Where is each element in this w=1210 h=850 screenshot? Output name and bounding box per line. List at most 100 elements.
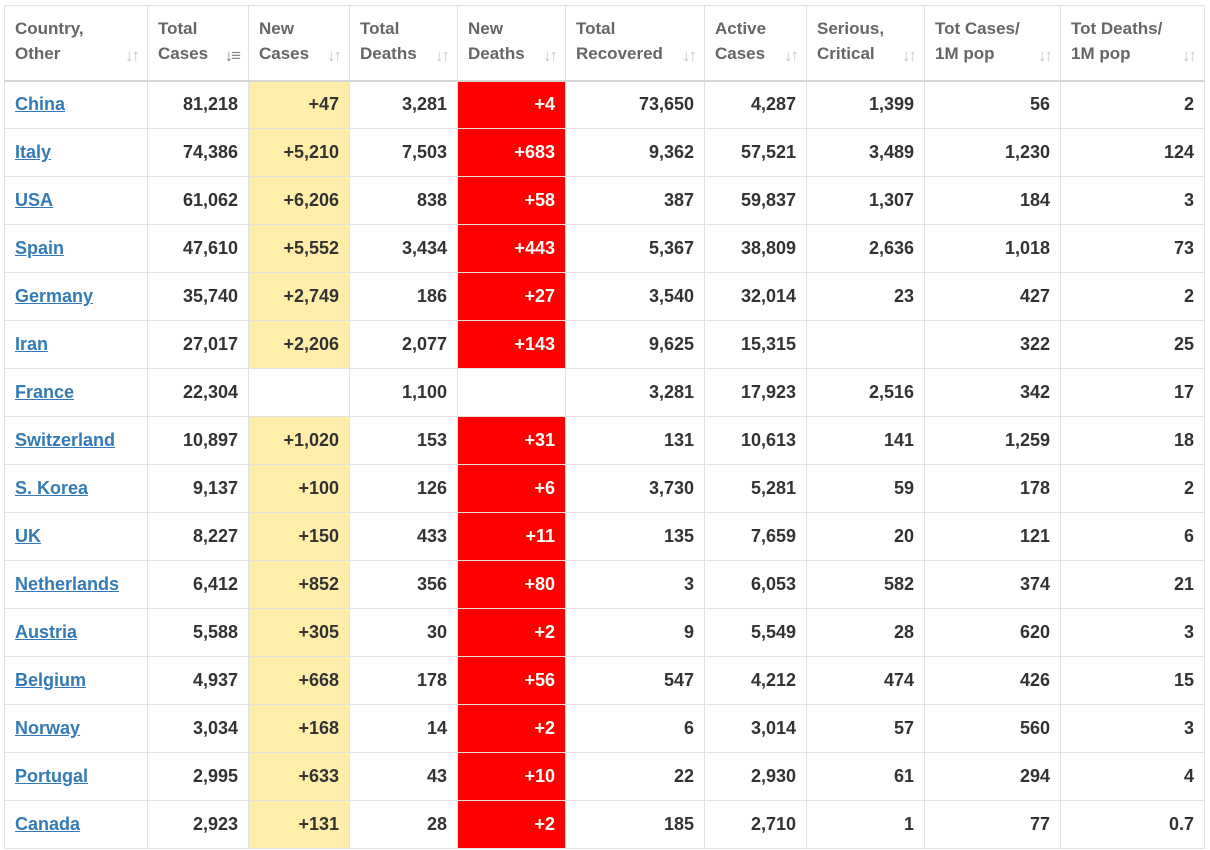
table-row: UK 8,227 +150 433 +11 135 7,659 20 121 6 [4, 512, 1205, 561]
column-header-label: Other [15, 44, 61, 63]
cell-new-deaths: +2 [457, 704, 566, 753]
country-link[interactable]: China [15, 94, 66, 115]
cell-new-deaths: +31 [457, 416, 566, 465]
country-link[interactable]: UK [15, 526, 41, 546]
country-link[interactable]: Belgium [15, 670, 87, 690]
column-header-new-cases[interactable]: New Cases ↓↑ [248, 5, 350, 82]
cell-cases-per-1m: 322 [924, 320, 1061, 369]
cell-total-deaths: 178 [349, 656, 458, 705]
cell-total-recovered: 22 [565, 752, 705, 801]
cell-deaths-per-1m: 2 [1060, 272, 1205, 321]
sort-icon[interactable]: ↓↑ [902, 46, 917, 65]
cell-active-cases: 57,521 [704, 128, 807, 177]
cell-country: Switzerland [4, 416, 148, 465]
cell-active-cases: 10,613 [704, 416, 807, 465]
cell-cases-per-1m: 1,018 [924, 224, 1061, 273]
sort-descending-icon[interactable]: ↓≡ [224, 46, 241, 65]
column-header-active-cases[interactable]: Active Cases ↓↑ [704, 5, 807, 82]
country-link[interactable]: Canada [15, 814, 81, 834]
column-header-label: Total [158, 19, 198, 38]
table-row: Spain 47,610 +5,552 3,434 +443 5,367 38,809 2,6… [4, 224, 1205, 273]
cell-cases-per-1m: 294 [924, 752, 1061, 801]
country-link[interactable]: Spain [15, 238, 65, 258]
covid-stats-table: Country, Other ↓↑ Total Cases ↓≡ New Cases ↓↑ Tot… [4, 5, 1205, 849]
cell-new-deaths: +6 [457, 464, 566, 513]
cell-total-recovered: 6 [565, 704, 705, 753]
country-link[interactable]: Germany [15, 286, 94, 306]
cell-new-deaths: +10 [457, 752, 566, 801]
country-link[interactable]: USA [15, 190, 54, 210]
cell-serious-critical: 61 [806, 752, 925, 801]
cell-new-cases [248, 368, 350, 417]
cell-new-cases: +47 [248, 80, 350, 129]
cell-new-cases: +852 [248, 560, 350, 609]
cell-serious-critical: 474 [806, 656, 925, 705]
header-row: Country, Other ↓↑ Total Cases ↓≡ New Cases ↓↑ Tot… [4, 5, 1205, 82]
country-link[interactable]: Norway [15, 718, 81, 738]
country-link[interactable]: France [15, 382, 75, 402]
cell-serious-critical: 3,489 [806, 128, 925, 177]
sort-icon[interactable]: ↓↑ [784, 46, 799, 65]
column-header-total-deaths[interactable]: Total Deaths ↓↑ [349, 5, 458, 82]
cell-new-cases: +5,210 [248, 128, 350, 177]
cell-deaths-per-1m: 4 [1060, 752, 1205, 801]
cell-cases-per-1m: 184 [924, 176, 1061, 225]
cell-country: Netherlands [4, 560, 148, 609]
column-header-total-recovered[interactable]: Total Recovered ↓↑ [565, 5, 705, 82]
table-body: China 81,218 +47 3,281 +4 73,650 4,287 1,399 56 2… [4, 80, 1205, 849]
column-header-label: Cases [715, 44, 766, 63]
cell-new-deaths: +443 [457, 224, 566, 273]
cell-total-deaths: 356 [349, 560, 458, 609]
cell-country: China [4, 80, 148, 129]
country-link[interactable]: Switzerland [15, 430, 116, 450]
cell-active-cases: 17,923 [704, 368, 807, 417]
cell-deaths-per-1m: 124 [1060, 128, 1205, 177]
cell-new-deaths [457, 368, 566, 417]
sort-icon[interactable]: ↓↑ [1038, 46, 1053, 65]
column-header-cases-per-1m[interactable]: Tot Cases/1M pop ↓↑ [924, 5, 1061, 82]
column-header-label: New [259, 19, 294, 38]
country-link[interactable]: Italy [15, 142, 52, 162]
cell-total-recovered: 387 [565, 176, 705, 225]
column-header-serious-critical[interactable]: Serious, Critical ↓↑ [806, 5, 925, 82]
column-header-total-cases[interactable]: Total Cases ↓≡ [147, 5, 249, 82]
cell-total-deaths: 153 [349, 416, 458, 465]
country-link[interactable]: S. Korea [15, 478, 89, 498]
cell-new-cases: +100 [248, 464, 350, 513]
sort-icon[interactable]: ↓↑ [327, 46, 342, 65]
table-row: Italy 74,386 +5,210 7,503 +683 9,362 57,521 3,4… [4, 128, 1205, 177]
cell-total-cases: 6,412 [147, 560, 249, 609]
cell-cases-per-1m: 426 [924, 656, 1061, 705]
cell-serious-critical: 1,307 [806, 176, 925, 225]
cell-total-cases: 47,610 [147, 224, 249, 273]
sort-icon[interactable]: ↓↑ [435, 46, 450, 65]
column-header-deaths-per-1m[interactable]: Tot Deaths/1M pop ↓↑ [1060, 5, 1205, 82]
sort-icon[interactable]: ↓↑ [543, 46, 558, 65]
sort-icon[interactable]: ↓↑ [1182, 46, 1197, 65]
cell-total-cases: 35,740 [147, 272, 249, 321]
column-header-country[interactable]: Country, Other ↓↑ [4, 5, 148, 82]
country-link[interactable]: Netherlands [15, 574, 120, 594]
sort-icon[interactable]: ↓↑ [682, 46, 697, 65]
table-row: China 81,218 +47 3,281 +4 73,650 4,287 1,399 56 2 [4, 80, 1205, 129]
cell-deaths-per-1m: 2 [1060, 464, 1205, 513]
column-header-new-deaths[interactable]: New Deaths ↓↑ [457, 5, 566, 82]
country-link[interactable]: Portugal [15, 766, 89, 786]
cell-country: Italy [4, 128, 148, 177]
table-row: Belgium 4,937 +668 178 +56 547 4,212 474 426 15 [4, 656, 1205, 705]
country-link[interactable]: Iran [15, 334, 49, 354]
cell-active-cases: 4,287 [704, 80, 807, 129]
cell-cases-per-1m: 178 [924, 464, 1061, 513]
cell-active-cases: 2,710 [704, 800, 807, 849]
table-row: USA 61,062 +6,206 838 +58 387 59,837 1,307 184 3 [4, 176, 1205, 225]
country-link[interactable]: Austria [15, 622, 78, 642]
cell-total-deaths: 43 [349, 752, 458, 801]
cell-deaths-per-1m: 3 [1060, 176, 1205, 225]
cell-total-cases: 74,386 [147, 128, 249, 177]
cell-total-recovered: 3,730 [565, 464, 705, 513]
column-header-label: Tot Cases/ [935, 19, 1020, 38]
sort-icon[interactable]: ↓↑ [125, 46, 140, 65]
cell-country: Norway [4, 704, 148, 753]
cell-active-cases: 7,659 [704, 512, 807, 561]
cell-new-cases: +150 [248, 512, 350, 561]
